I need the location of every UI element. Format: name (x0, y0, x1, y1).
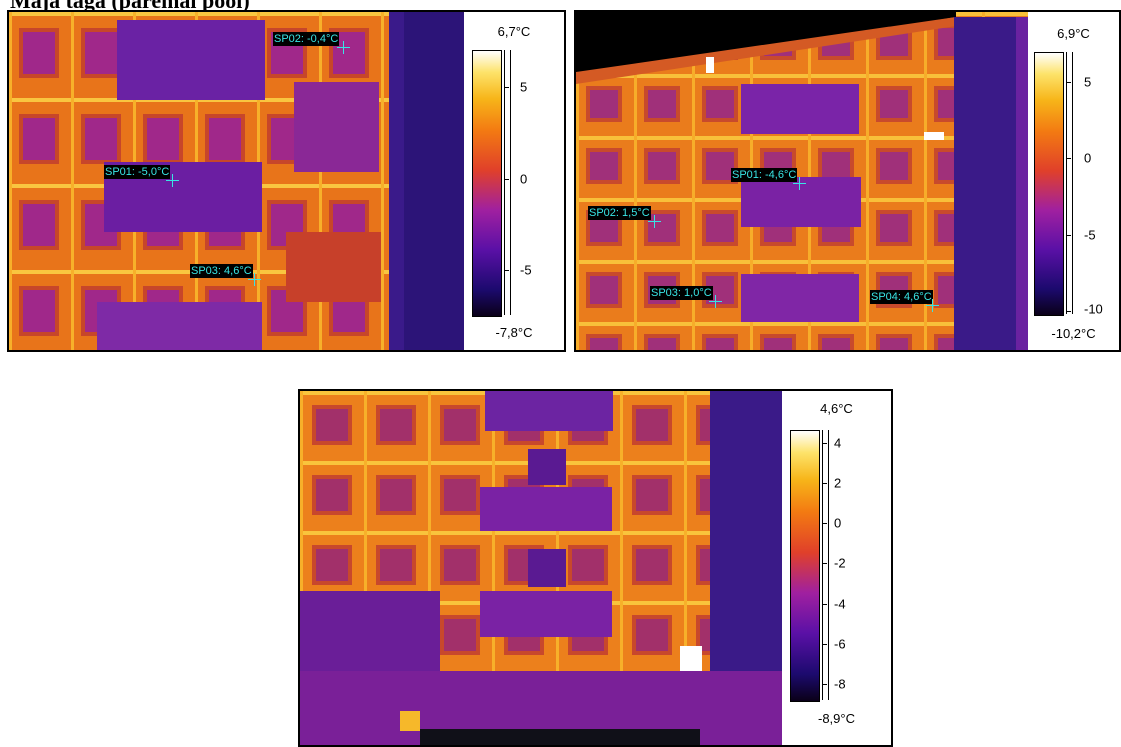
legend-colorbar-1 (472, 50, 502, 317)
legend-tick (1067, 235, 1071, 236)
crosshair-icon (709, 295, 722, 308)
legend-max-2: 6,9°C (1057, 26, 1090, 41)
legend-scale-3 (822, 430, 829, 700)
temperature-legend-2: 6,9°C 5 0 -5 -10 -10,2°C (1028, 12, 1119, 350)
legend-tick (823, 563, 827, 564)
legend-tick (823, 604, 827, 605)
thermal-panel-3: 4,6°C 4 2 0 -2 -4 -6 -8 -8,9°C (298, 389, 893, 747)
legend-scale-2 (1066, 52, 1073, 314)
legend-tick (1067, 82, 1071, 83)
spot-label: SP02: 1,5°C (588, 206, 651, 220)
legend-tick-label: -5 (1084, 227, 1096, 243)
spot-label: SP01: -4,6°C (731, 168, 798, 182)
crosshair-icon (166, 174, 179, 187)
thermal-panel-1: 6,7°C 5 0 -5 -7,8°C SP01: -5,0°C SP02: -… (7, 10, 566, 352)
spot-label: SP02: -0,4°C (273, 32, 340, 46)
legend-scale-1 (504, 50, 511, 315)
spot-label: SP03: 4,6°C (190, 264, 253, 278)
legend-tick (823, 523, 827, 524)
legend-colorbar-2 (1034, 52, 1064, 316)
crosshair-icon (793, 177, 806, 190)
legend-tick-label: 5 (520, 79, 528, 95)
legend-tick (823, 684, 827, 685)
legend-tick-label: -8 (834, 676, 846, 692)
crosshair-icon (337, 41, 350, 54)
page-heading: Maja taga (paremal pool) (10, 0, 250, 13)
legend-tick (505, 87, 509, 88)
legend-max-1: 6,7°C (497, 24, 531, 39)
legend-tick (823, 443, 827, 444)
legend-min-3: -8,9°C (818, 711, 855, 726)
legend-tick-label: 4 (834, 435, 842, 451)
temperature-legend-1: 6,7°C 5 0 -5 -7,8°C (464, 12, 564, 350)
legend-tick-label: -4 (834, 596, 846, 612)
crosshair-icon (648, 215, 661, 228)
legend-tick (505, 270, 509, 271)
legend-min-1: -7,8°C (495, 325, 533, 340)
spot-label: SP01: -5,0°C (104, 165, 171, 179)
legend-tick-label: 0 (520, 171, 528, 187)
legend-tick-label: 2 (834, 475, 842, 491)
crosshair-icon (926, 299, 939, 312)
legend-tick-label: -10 (1084, 301, 1103, 317)
legend-tick (1067, 158, 1071, 159)
legend-tick (505, 179, 509, 180)
thermal-image-1 (9, 12, 464, 350)
legend-min-2: -10,2°C (1051, 326, 1096, 341)
crosshair-icon (248, 273, 261, 286)
legend-tick-label: 5 (1084, 74, 1092, 90)
legend-tick-label: -5 (520, 262, 532, 278)
legend-tick (1067, 311, 1071, 312)
legend-tick-label: 0 (834, 515, 842, 531)
temperature-legend-3: 4,6°C 4 2 0 -2 -4 -6 -8 -8,9°C (782, 391, 891, 745)
legend-colorbar-3 (790, 430, 820, 702)
legend-tick-label: -6 (834, 636, 846, 652)
legend-tick (823, 483, 827, 484)
thermal-panel-2: 6,9°C 5 0 -5 -10 -10,2°C SP01: -4,6°C SP… (574, 10, 1121, 352)
legend-tick (823, 644, 827, 645)
legend-tick-label: 0 (1084, 150, 1092, 166)
spot-label: SP03: 1,0°C (650, 286, 713, 300)
spot-label: SP04: 4,6°C (870, 290, 933, 304)
thermal-image-2 (576, 12, 1028, 350)
thermal-image-3 (300, 391, 782, 745)
legend-tick-label: -2 (834, 555, 846, 571)
legend-max-3: 4,6°C (820, 401, 853, 416)
